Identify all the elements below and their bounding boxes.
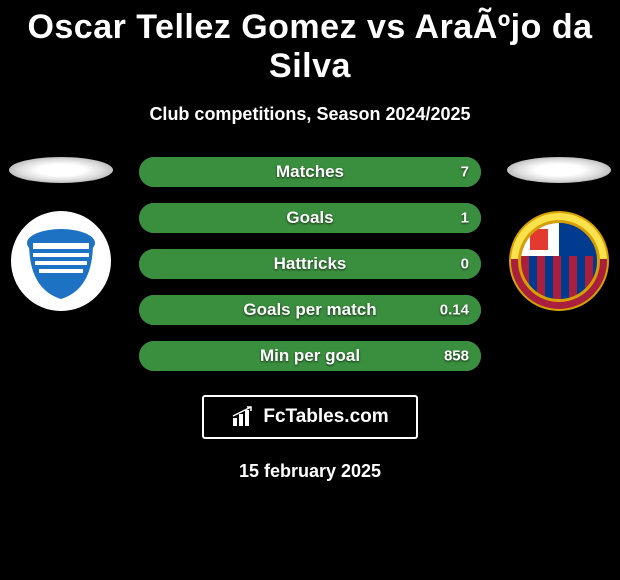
barcelona-crest-icon <box>518 220 600 302</box>
stat-row: Hattricks0 <box>139 249 481 279</box>
stat-row: Min per goal858 <box>139 341 481 371</box>
club-logo-alaves <box>11 211 111 311</box>
alaves-crest-icon <box>21 221 101 301</box>
comparison-date: 15 february 2025 <box>0 461 620 482</box>
player-right-column <box>499 157 619 311</box>
branding-text: FcTables.com <box>263 406 388 428</box>
stat-row: Goals per match0.14 <box>139 295 481 325</box>
player-left-photo <box>9 157 113 183</box>
stat-value-right: 7 <box>461 164 469 181</box>
stat-label: Min per goal <box>139 346 481 366</box>
stat-label: Goals <box>139 208 481 228</box>
stat-row: Goals1 <box>139 203 481 233</box>
comparison-title: Oscar Tellez Gomez vs AraÃºjo da Silva <box>0 0 620 86</box>
stat-value-right: 858 <box>444 348 469 365</box>
stat-value-right: 1 <box>461 210 469 227</box>
stats-column: Matches7Goals1Hattricks0Goals per match0… <box>139 157 481 371</box>
branding-box: FcTables.com <box>202 395 418 439</box>
stat-label: Hattricks <box>139 254 481 274</box>
player-left-column <box>1 157 121 311</box>
comparison-subtitle: Club competitions, Season 2024/2025 <box>0 104 620 125</box>
stat-label: Goals per match <box>139 300 481 320</box>
stat-row: Matches7 <box>139 157 481 187</box>
player-right-photo <box>507 157 611 183</box>
stat-label: Matches <box>139 162 481 182</box>
club-logo-barcelona <box>509 211 609 311</box>
stat-value-right: 0 <box>461 256 469 273</box>
stat-value-right: 0.14 <box>440 302 469 319</box>
bar-chart-icon <box>231 406 257 428</box>
comparison-body: Matches7Goals1Hattricks0Goals per match0… <box>0 157 620 371</box>
